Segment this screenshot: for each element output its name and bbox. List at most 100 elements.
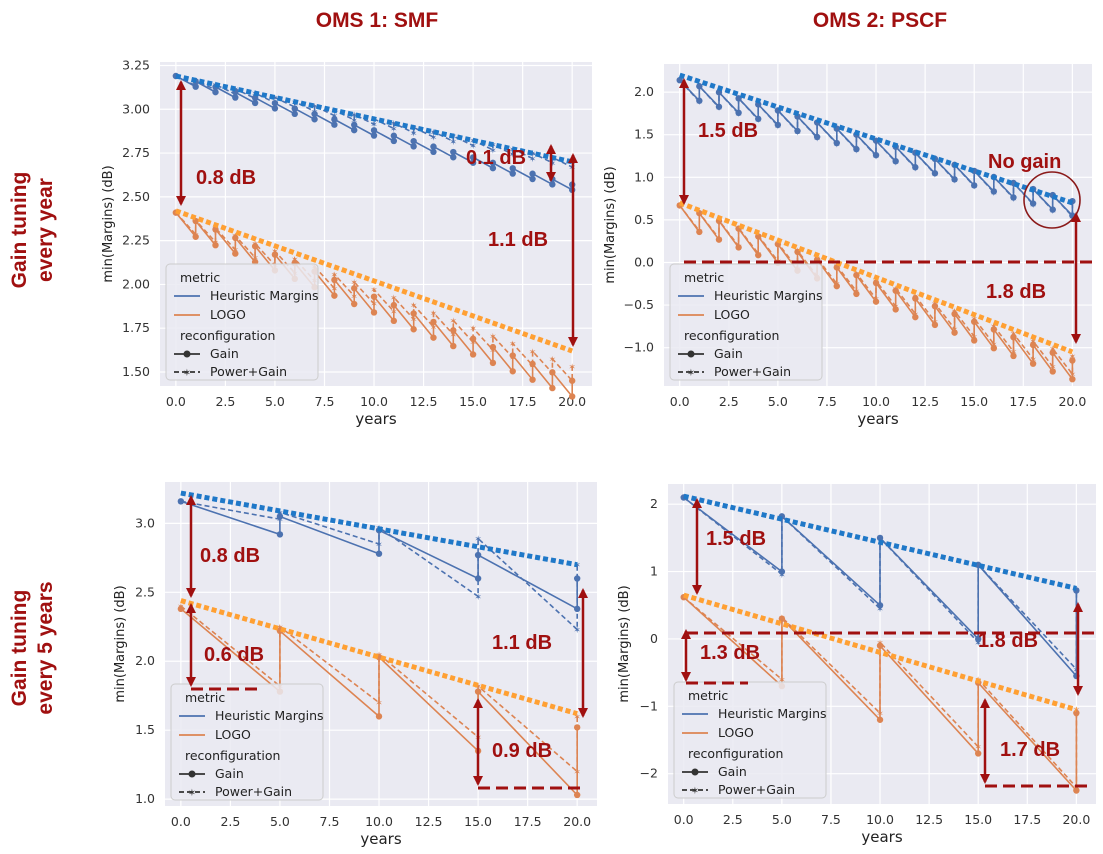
legend-title-reconfiguration: reconfiguration <box>180 328 275 343</box>
series-line-heuristic-power-gain <box>683 496 1078 672</box>
chart-panel-3: 0.0 2.5 5.0 7.5 10.0 12.5 15.0 17.5 20.0 1.0 1.5 2.… <box>113 482 597 848</box>
data-point-star: ✶ <box>813 255 821 265</box>
data-point <box>390 317 398 325</box>
annotation-label: 1.1 dB <box>492 632 552 654</box>
data-point-star: ✶ <box>715 104 723 114</box>
data-point <box>509 368 516 375</box>
x-tick-label: 12.5 <box>415 814 443 829</box>
data-point-star: ✶ <box>970 183 978 193</box>
data-point <box>370 309 378 316</box>
data-point-star: ✶ <box>974 639 982 649</box>
data-point-star: ✶ <box>549 370 557 380</box>
data-point-star: ✶ <box>715 89 723 99</box>
x-tick-label: 20.0 <box>558 394 586 409</box>
legend-title-metric: metric <box>688 688 728 703</box>
data-point-star: ✶ <box>1010 330 1018 340</box>
data-point <box>469 351 477 358</box>
y-axis-label: min(Margins) (dB) <box>603 166 618 283</box>
x-tick-label: 10.0 <box>365 814 393 829</box>
legend-marker: ✶ <box>691 786 699 797</box>
y-tick-label: 0 <box>650 631 658 646</box>
data-point-star: ✶ <box>370 121 378 131</box>
data-point-star: ✶ <box>529 155 537 165</box>
data-point-star: ✶ <box>177 498 185 508</box>
data-point-star: ✶ <box>549 356 557 366</box>
data-point-star: ✶ <box>951 325 959 335</box>
data-point <box>410 326 417 333</box>
data-point <box>390 301 398 309</box>
x-tick-label: 5.0 <box>768 394 788 409</box>
data-point <box>509 170 516 177</box>
legend-title-reconfiguration: reconfiguration <box>688 746 783 761</box>
row-title-every-5-years: Gain tuning every 5 years <box>8 581 57 714</box>
data-point <box>529 376 536 383</box>
series-line-logo-power-gain <box>683 596 1078 790</box>
data-point-star: ✶ <box>212 225 220 235</box>
data-point <box>291 110 298 118</box>
data-point <box>375 713 383 720</box>
row-title-line2: every year <box>34 178 57 282</box>
data-point <box>735 244 742 251</box>
data-point-star: ✶ <box>974 561 982 571</box>
legend-item: Heuristic Margins <box>714 288 823 303</box>
legend-title-reconfiguration: reconfiguration <box>185 748 280 763</box>
data-point <box>351 121 358 129</box>
data-point-star: ✶ <box>350 116 358 126</box>
data-point-star: ✶ <box>754 250 762 260</box>
data-point-star: ✶ <box>276 623 284 633</box>
data-point-star: ✶ <box>291 104 299 114</box>
annotation-label: 0.8 dB <box>196 167 256 189</box>
legend-item: Power+Gain <box>718 782 795 797</box>
data-point <box>876 716 884 723</box>
data-point-star: ✶ <box>529 362 537 372</box>
data-point-star: ✶ <box>990 323 998 333</box>
x-tick-label: 7.5 <box>320 814 340 829</box>
data-point-star: ✶ <box>331 112 339 122</box>
envelope-line-orange <box>180 598 578 717</box>
row-title-line2: every 5 years <box>34 581 57 714</box>
data-point <box>390 137 398 145</box>
envelope-line-blue <box>683 493 1077 591</box>
data-point-star: ✶ <box>450 331 458 341</box>
data-point <box>410 137 417 145</box>
data-point-star: ✶ <box>430 323 438 333</box>
data-point-star: ✶ <box>251 254 259 264</box>
no-gain-highlight-circle <box>1023 171 1081 229</box>
data-point-star: ✶ <box>430 134 438 144</box>
data-point-star: ✶ <box>876 639 884 649</box>
data-point <box>489 159 497 167</box>
legend-marker: ✶ <box>687 368 695 379</box>
envelope-line-orange <box>175 208 574 354</box>
series-line-heuristic-power-gain <box>679 79 1074 219</box>
x-tick-label: 7.5 <box>821 812 841 827</box>
data-point-star: ✶ <box>410 316 418 326</box>
data-point-star: ✶ <box>370 300 378 310</box>
data-point-star: ✶ <box>474 535 482 545</box>
data-point <box>390 132 398 139</box>
data-point-star: ✶ <box>474 683 482 693</box>
data-point-star: ✶ <box>735 242 743 252</box>
data-point-star: ✶ <box>735 110 743 120</box>
legend-title-metric: metric <box>180 270 220 285</box>
x-tick-label: 17.5 <box>509 394 537 409</box>
chart-panel-1: 0.0 2.5 5.0 7.5 10.0 12.5 15.0 17.5 20.0 1.50 1.75… <box>101 58 592 428</box>
data-point-star: ✶ <box>469 325 477 335</box>
data-point-star: ✶ <box>1049 363 1057 373</box>
data-point <box>489 359 497 367</box>
x-tick-label: 15.0 <box>464 814 492 829</box>
data-point <box>474 688 482 695</box>
x-tick-label: 12.5 <box>911 394 939 409</box>
y-tick-label: 1.5 <box>135 722 155 737</box>
data-point-star: ✶ <box>375 699 383 709</box>
annotation-label: 1.8 dB <box>978 630 1038 652</box>
data-point-star: ✶ <box>676 202 684 212</box>
data-point <box>474 575 482 582</box>
data-point-star: ✶ <box>872 295 880 305</box>
data-point <box>212 88 219 96</box>
data-point-star: ✶ <box>1069 371 1077 381</box>
data-point-star: ✶ <box>813 119 821 129</box>
row-title-line1: Gain tuning <box>8 590 31 707</box>
data-point <box>450 342 457 350</box>
series-line-logo-power-gain <box>679 204 1074 377</box>
data-point-star: ✶ <box>529 150 537 160</box>
